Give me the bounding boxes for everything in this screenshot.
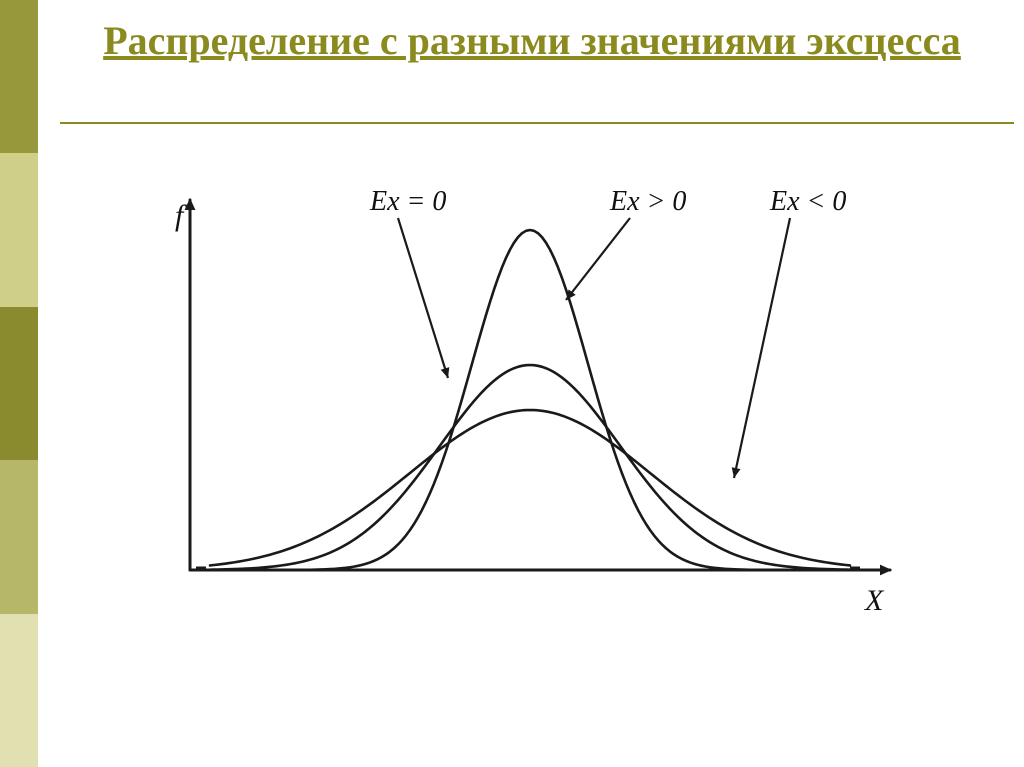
curve-ex_pos: [210, 230, 850, 570]
sidebar-block: [0, 614, 38, 767]
kurtosis-chart: f X Ex = 0 Ex > 0 Ex < 0: [130, 170, 910, 630]
x-axis-label: X: [864, 584, 885, 617]
curve-ex_zero: [210, 365, 850, 570]
curve-ex_neg: [210, 410, 850, 565]
sidebar-block: [0, 460, 38, 613]
label-ex_neg: Ex < 0: [769, 186, 846, 217]
sidebar-block: [0, 0, 38, 153]
sidebar-block: [0, 307, 38, 460]
label-ex_pos: Ex > 0: [609, 186, 686, 217]
y-axis-label: f: [175, 199, 187, 232]
title-underline-rule: [60, 122, 1014, 124]
decorative-sidebar: [0, 0, 38, 767]
page-title: Распределение с разными значениями эксце…: [60, 18, 1004, 64]
sidebar-block: [0, 153, 38, 306]
label-ex_zero: Ex = 0: [369, 186, 446, 217]
